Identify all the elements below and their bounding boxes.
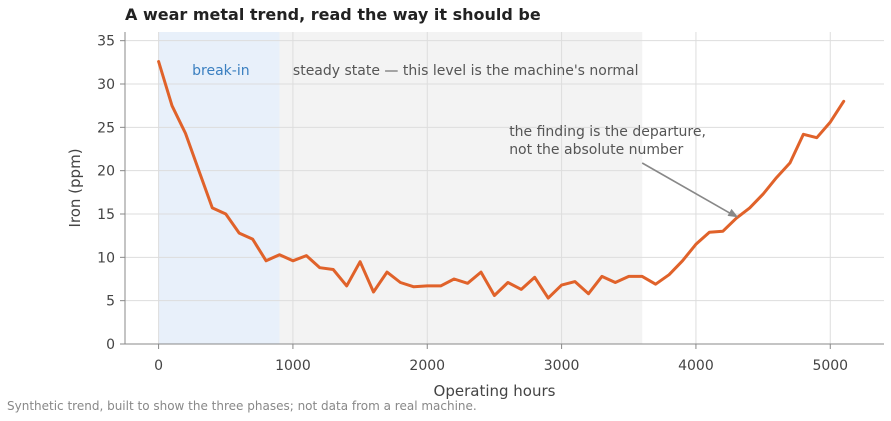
annotation-arrow-head [727,208,739,218]
break-in-label: break-in [192,63,249,79]
y-tick-label: 15 [97,207,115,223]
annotation-text: not the absolute number [509,142,683,158]
y-axis-label: Iron (ppm) [66,148,84,227]
y-tick-label: 10 [97,250,115,266]
y-tick-label: 35 [97,34,115,50]
steady-state-label: steady state — this level is the machine… [293,63,639,79]
x-tick-label: 2000 [409,358,445,374]
x-tick-label: 3000 [544,358,580,374]
x-tick-label: 1000 [275,358,311,374]
annotation-text: the finding is the departure, [509,124,706,140]
x-tick-label: 5000 [812,358,848,374]
iron-trend-line [157,60,846,300]
x-tick-label: 0 [154,358,163,374]
chart-title: A wear metal trend, read the way it shou… [125,5,541,24]
y-tick-label: 20 [97,164,115,180]
x-tick-label: 4000 [678,358,714,374]
annotation-arrow-shaft [641,162,731,215]
y-tick-label: 30 [97,77,115,93]
footnote: Synthetic trend, built to show the three… [7,399,477,413]
y-tick-label: 0 [106,337,115,353]
x-axis-label: Operating hours [434,382,556,400]
y-tick-label: 5 [106,294,115,310]
y-tick-label: 25 [97,120,115,136]
